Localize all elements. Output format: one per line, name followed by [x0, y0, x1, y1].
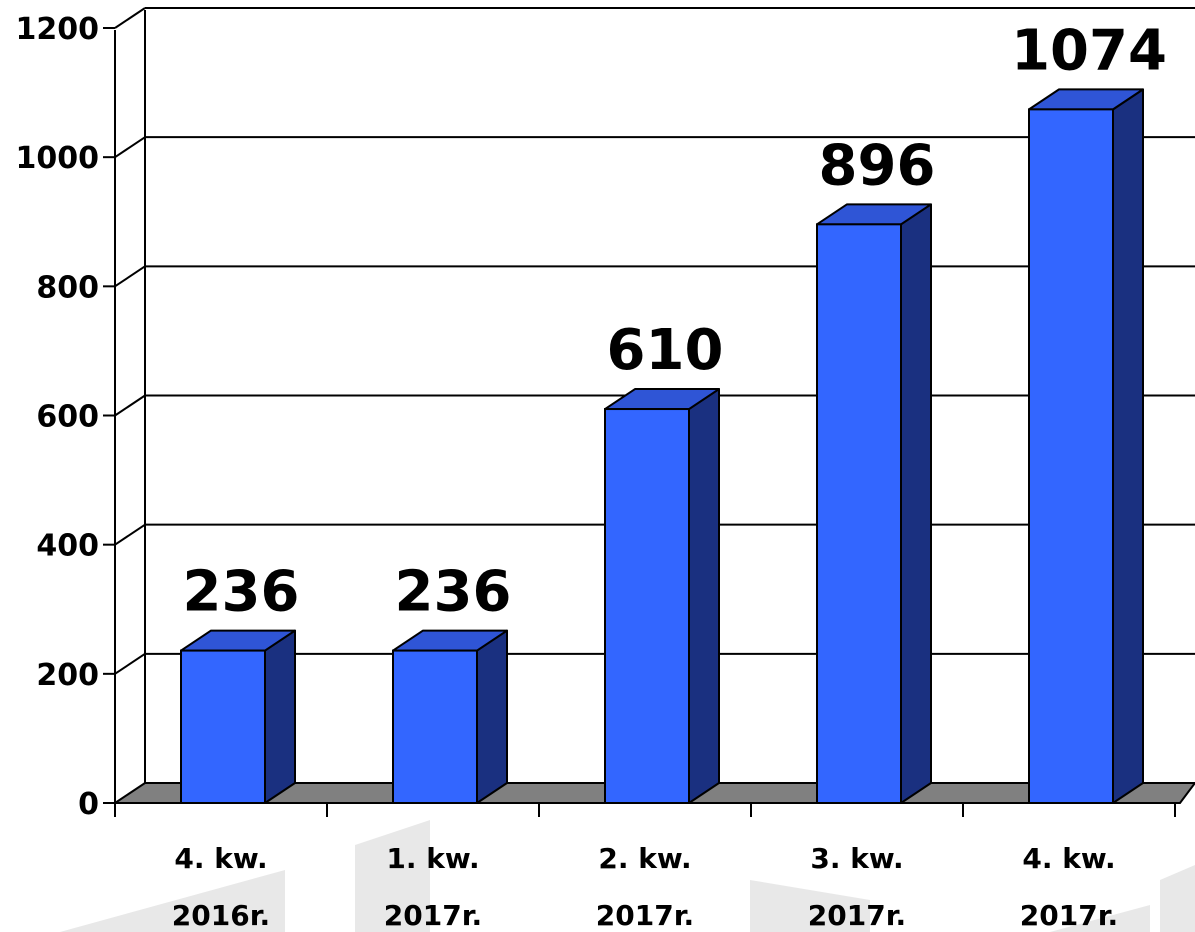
watermark-shape [355, 820, 430, 932]
y-tick-label: 1200 [16, 12, 100, 47]
x-tick-label: 2017r. [1020, 899, 1118, 932]
bars [180, 88, 1144, 805]
data-label: 236 [183, 560, 300, 625]
data-label: 1074 [1011, 18, 1167, 83]
y-tick-label: 1000 [16, 141, 100, 176]
y-tick-label: 800 [36, 270, 99, 305]
y-tick-label: 0 [78, 787, 99, 822]
bar-front [604, 408, 690, 804]
gridline-side [114, 653, 146, 675]
x-tick-label: 2. kw. [598, 842, 691, 875]
bar-side [1112, 88, 1144, 804]
bar-side [264, 629, 296, 804]
x-tick-label: 2017r. [808, 899, 906, 932]
bar-side [900, 203, 932, 804]
watermark-shape [1050, 905, 1150, 932]
gridline-side [114, 136, 146, 158]
x-tick-labels: 4. kw. 2016r. 1. kw. 2017r. 2. kw. 2017r. 3. k… [172, 842, 1118, 932]
bar-front [180, 649, 266, 804]
x-tick-label: 2016r. [172, 899, 270, 932]
y-tick-label: 600 [36, 400, 99, 435]
watermark-shape [750, 880, 870, 932]
gridline-side [114, 265, 146, 288]
x-tick-label: 4. kw. [174, 842, 267, 875]
data-label: 610 [607, 318, 724, 383]
watermark-shape [1160, 865, 1195, 932]
data-label: 236 [395, 560, 512, 625]
x-tick-label: 4. kw. [1022, 842, 1115, 875]
y-tick-labels: 0 200 400 600 800 1000 1200 [16, 12, 100, 822]
bar-front [1028, 108, 1114, 804]
bar-side [476, 629, 508, 804]
x-tick-label: 2017r. [596, 899, 694, 932]
bar [1028, 88, 1144, 804]
data-label: 896 [819, 133, 936, 198]
bar [180, 629, 296, 804]
bar [604, 388, 720, 804]
background-watermark [60, 820, 1195, 932]
data-labels: 236 236 610 896 1074 [183, 18, 1167, 624]
bar-front [392, 649, 478, 804]
bar [816, 203, 932, 805]
gridline-side [114, 523, 146, 546]
bar-front [816, 223, 902, 805]
watermark-shape [60, 870, 285, 932]
x-tick-label: 1. kw. [386, 842, 479, 875]
y-tick-label: 400 [36, 529, 99, 564]
gridline-side [114, 7, 146, 29]
y-tick-label: 200 [36, 658, 99, 693]
bar-side [688, 388, 720, 804]
x-tick-label: 3. kw. [810, 842, 903, 875]
gridline-side [114, 394, 146, 417]
bar [392, 629, 508, 804]
x-tick-label: 2017r. [384, 899, 482, 932]
